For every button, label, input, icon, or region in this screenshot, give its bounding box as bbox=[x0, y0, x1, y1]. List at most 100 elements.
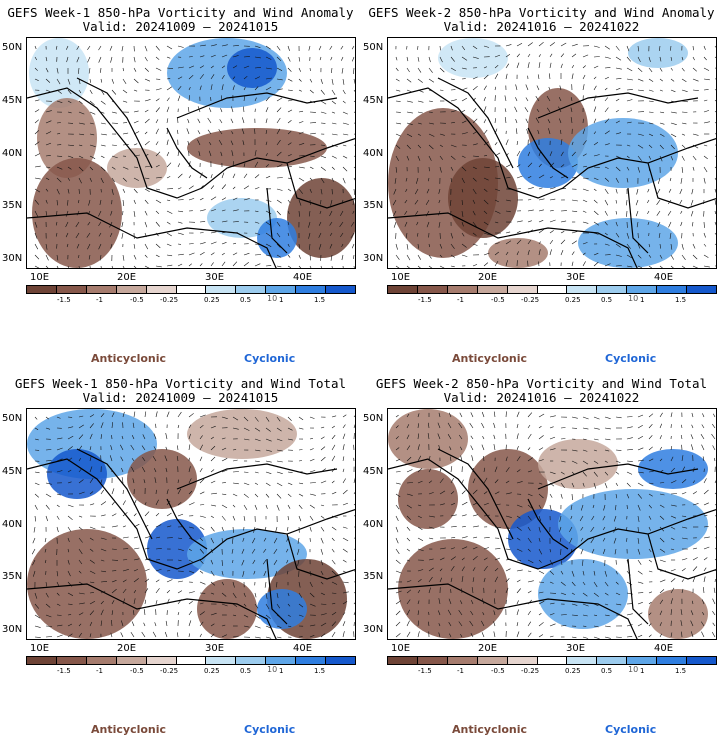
wind-arrow bbox=[701, 621, 705, 627]
wind-arrow bbox=[458, 610, 463, 616]
wind-arrow bbox=[439, 133, 445, 136]
wind-arrow bbox=[100, 100, 106, 105]
wind-arrow bbox=[450, 56, 455, 62]
wind-arrow bbox=[199, 621, 204, 627]
wind-arrow bbox=[569, 526, 573, 533]
wind-arrow bbox=[34, 153, 41, 157]
wind-arrow bbox=[165, 467, 168, 473]
wind-arrow bbox=[659, 122, 665, 125]
wind-arrow bbox=[133, 536, 138, 539]
wind-arrow bbox=[56, 515, 60, 520]
wind-arrow bbox=[188, 537, 195, 541]
wind-arrow bbox=[648, 435, 653, 440]
wind-arrow bbox=[549, 471, 556, 475]
wind-arrow bbox=[417, 100, 424, 103]
wind-arrow bbox=[166, 221, 171, 225]
wind-arrow bbox=[703, 478, 707, 484]
wind-arrow bbox=[714, 578, 716, 583]
wind-arrow bbox=[188, 175, 192, 179]
wind-arrow bbox=[395, 600, 402, 605]
wind-arrow bbox=[351, 45, 355, 50]
wind-arrow bbox=[298, 427, 304, 430]
wind-arrow bbox=[78, 491, 85, 495]
wind-arrow bbox=[659, 515, 665, 520]
wind-arrow bbox=[265, 504, 268, 509]
wind-arrow bbox=[648, 67, 653, 73]
wind-arrow bbox=[712, 622, 716, 627]
wind-arrow bbox=[67, 570, 71, 577]
wind-arrow bbox=[714, 480, 716, 484]
wind-arrow bbox=[483, 514, 490, 517]
wind-arrow bbox=[208, 107, 212, 113]
wind-arrow bbox=[670, 467, 676, 473]
wind-arrow bbox=[647, 188, 650, 193]
colorbar-swatch bbox=[56, 657, 87, 664]
wind-arrow bbox=[648, 623, 652, 627]
wind-arrow bbox=[254, 263, 261, 267]
wind-arrow bbox=[494, 221, 499, 224]
wind-arrow bbox=[670, 578, 676, 583]
wind-arrow bbox=[78, 548, 83, 555]
wind-arrow bbox=[505, 251, 509, 256]
lat-label: 35N bbox=[363, 571, 384, 582]
wind-arrow bbox=[353, 477, 355, 484]
vorticity-shading bbox=[468, 449, 548, 529]
lat-label: 50N bbox=[2, 42, 23, 53]
wind-arrow bbox=[155, 568, 162, 572]
wind-arrow bbox=[505, 73, 508, 80]
wind-arrow bbox=[505, 210, 511, 213]
wind-arrow bbox=[648, 265, 652, 268]
wind-arrow bbox=[505, 153, 509, 157]
wind-arrow bbox=[636, 188, 639, 195]
wind-arrow bbox=[33, 570, 36, 577]
wind-arrow bbox=[659, 548, 666, 553]
wind-arrow bbox=[67, 177, 71, 181]
wind-arrow bbox=[342, 433, 346, 440]
wind-arrow bbox=[155, 411, 158, 418]
wind-arrow bbox=[243, 416, 249, 422]
wind-arrow bbox=[166, 411, 170, 418]
colorbar bbox=[26, 285, 356, 294]
wind-arrow bbox=[714, 67, 716, 69]
wind-arrow bbox=[712, 445, 716, 451]
wind-arrow bbox=[353, 515, 355, 517]
colorbar-swatch bbox=[86, 286, 117, 293]
wind-arrow bbox=[593, 471, 598, 477]
wind-arrow bbox=[494, 242, 500, 245]
wind-arrow bbox=[450, 67, 456, 72]
wind-arrow bbox=[199, 65, 204, 69]
wind-arrow bbox=[232, 252, 238, 256]
wind-arrow bbox=[353, 581, 355, 583]
wind-arrow bbox=[626, 636, 633, 638]
wind-arrow bbox=[582, 74, 586, 80]
wind-arrow bbox=[692, 78, 699, 82]
wind-arrow bbox=[34, 265, 40, 268]
wind-arrow bbox=[637, 447, 644, 451]
wind-arrow bbox=[67, 111, 72, 114]
wind-arrow bbox=[582, 581, 586, 586]
wind-arrow bbox=[353, 111, 355, 113]
wind-arrow bbox=[604, 67, 611, 69]
wind-arrow bbox=[232, 504, 236, 508]
wind-arrow bbox=[659, 482, 665, 484]
wind-arrow bbox=[67, 457, 73, 462]
colorbar-swatch bbox=[537, 657, 568, 664]
wind-arrow bbox=[254, 493, 259, 498]
wind-arrow bbox=[264, 526, 267, 531]
wind-arrow bbox=[494, 142, 498, 146]
wind-arrow bbox=[395, 633, 401, 638]
wind-arrow bbox=[637, 471, 644, 474]
wind-arrow bbox=[428, 155, 432, 161]
wind-arrow bbox=[353, 166, 355, 169]
wind-arrow bbox=[504, 95, 507, 102]
wind-arrow bbox=[570, 97, 573, 102]
wind-arrow bbox=[144, 165, 151, 168]
wind-arrow bbox=[406, 599, 411, 605]
wind-arrow bbox=[637, 482, 644, 487]
wind-arrow bbox=[210, 548, 213, 553]
wind-arrow bbox=[133, 499, 137, 506]
wind-arrow bbox=[89, 433, 93, 440]
wind-arrow bbox=[439, 547, 446, 550]
wind-arrow bbox=[648, 482, 654, 485]
wind-arrow bbox=[86, 232, 91, 238]
